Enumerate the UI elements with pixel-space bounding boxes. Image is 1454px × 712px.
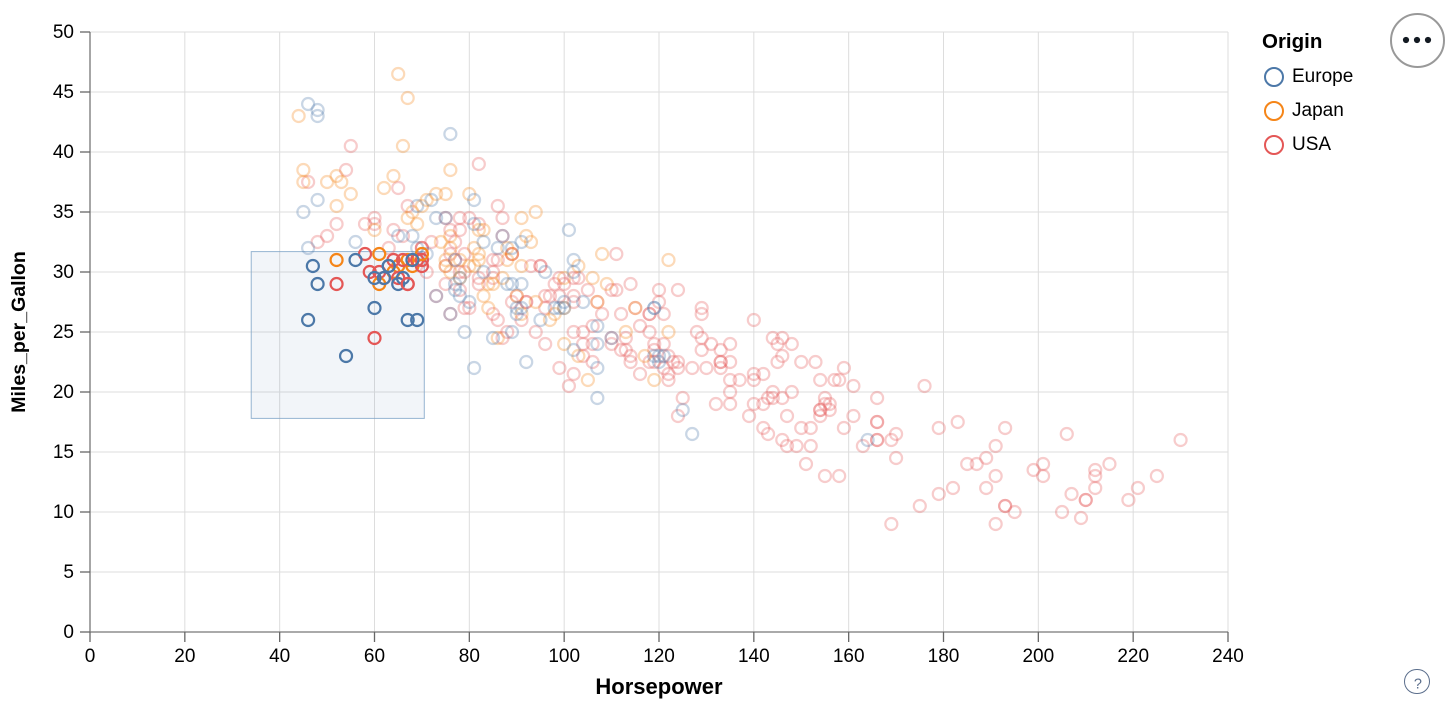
svg-text:0: 0 [63, 622, 74, 643]
svg-text:220: 220 [1117, 646, 1149, 667]
svg-text:60: 60 [364, 646, 385, 667]
svg-text:80: 80 [459, 646, 480, 667]
svg-text:120: 120 [643, 646, 675, 667]
svg-text:30: 30 [53, 262, 74, 283]
svg-text:50: 50 [53, 22, 74, 43]
svg-text:15: 15 [53, 442, 74, 463]
svg-text:240: 240 [1212, 646, 1244, 667]
svg-text:20: 20 [53, 382, 74, 403]
svg-text:10: 10 [53, 502, 74, 523]
svg-text:40: 40 [53, 142, 74, 163]
svg-text:140: 140 [738, 646, 770, 667]
svg-text:25: 25 [53, 322, 74, 343]
svg-text:35: 35 [53, 202, 74, 223]
svg-text:?: ? [1414, 676, 1422, 692]
svg-text:180: 180 [928, 646, 960, 667]
svg-text:45: 45 [53, 82, 74, 103]
svg-text:0: 0 [85, 646, 96, 667]
svg-text:200: 200 [1022, 646, 1054, 667]
svg-text:20: 20 [174, 646, 195, 667]
svg-text:Horsepower: Horsepower [595, 674, 723, 699]
svg-text:100: 100 [548, 646, 580, 667]
svg-text:Miles_per_Gallon: Miles_per_Gallon [8, 251, 30, 412]
svg-text:40: 40 [269, 646, 290, 667]
svg-text:5: 5 [63, 562, 74, 583]
svg-text:160: 160 [833, 646, 865, 667]
